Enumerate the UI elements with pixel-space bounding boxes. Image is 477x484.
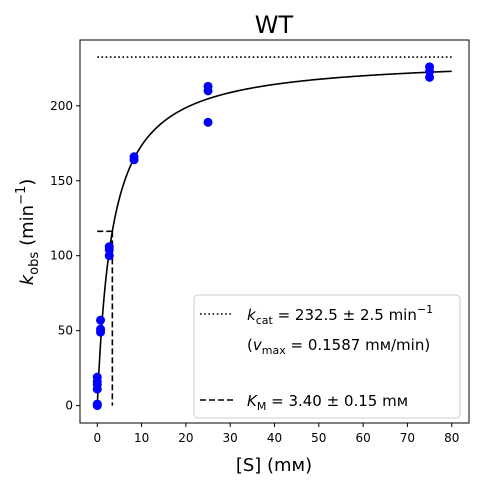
x-tick-label-0: 0 <box>93 431 101 445</box>
y-axis-label-unit: (min <box>17 205 38 246</box>
legend: kcat = 232.5 ± 2.5 min−1 (vmax = 0.1587 … <box>193 294 461 419</box>
data-point-8 <box>96 315 106 325</box>
data-point-14 <box>203 117 213 127</box>
x-tick-label-30: 30 <box>223 431 238 445</box>
legend-vmax-entry: (vmax = 0.1587 mм/min) <box>247 336 430 357</box>
y-tick-label-0: 0 <box>65 399 73 413</box>
y-axis-label-close: ) <box>17 179 38 186</box>
y-axis-label-exponent: −1 <box>14 186 29 205</box>
y-tick-label-150: 150 <box>50 174 73 188</box>
x-axis-label: [S] (mм) <box>236 455 312 476</box>
data-points-group <box>92 62 435 411</box>
legend-kcat-entry: kcat = 232.5 ± 2.5 min−1 <box>247 303 433 327</box>
y-tick-label-50: 50 <box>58 324 73 338</box>
data-point-16 <box>203 81 213 91</box>
x-tick-label-20: 20 <box>178 431 193 445</box>
y-axis-ticks: 0 50 100 150 200 <box>50 99 80 413</box>
data-point-13 <box>129 152 139 162</box>
data-point-11 <box>104 242 114 252</box>
legend-box <box>193 294 461 419</box>
y-tick-label-100: 100 <box>50 249 73 263</box>
data-point-1 <box>92 401 102 411</box>
x-tick-label-70: 70 <box>400 431 415 445</box>
fit-curve <box>96 70 452 406</box>
y-axis-label-symbol: k <box>17 273 38 285</box>
x-tick-label-80: 80 <box>444 431 459 445</box>
y-axis-label: kobs (min−1) <box>14 179 42 286</box>
km-dashed-lines-group <box>97 230 114 406</box>
data-point-19 <box>425 62 435 72</box>
x-axis-ticks: 0 10 20 30 40 50 60 70 80 <box>93 423 459 445</box>
x-tick-label-60: 60 <box>355 431 370 445</box>
y-tick-label-200: 200 <box>50 99 73 113</box>
fit-curve-group <box>96 70 452 406</box>
x-tick-label-50: 50 <box>311 431 326 445</box>
x-tick-label-10: 10 <box>134 431 149 445</box>
chart-title: WT <box>255 11 294 39</box>
y-axis-label-subscript: obs <box>27 252 42 275</box>
x-tick-label-40: 40 <box>267 431 282 445</box>
data-point-7 <box>96 324 106 334</box>
legend-km-entry: KM = 3.40 ± 0.15 mм <box>247 392 408 413</box>
data-point-5 <box>92 372 102 382</box>
